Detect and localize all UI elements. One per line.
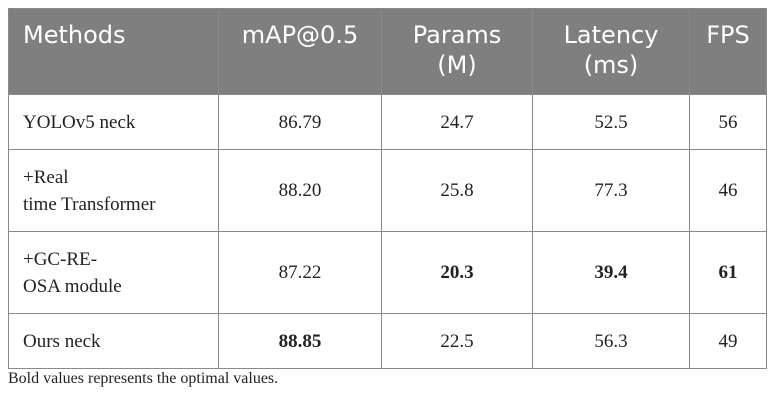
map-cell: 87.22 <box>218 231 382 314</box>
method-cell: Ours neck <box>8 313 219 369</box>
results-table: Methods mAP@0.5 Params (M) Latency (ms) … <box>8 8 767 369</box>
fps-cell: 46 <box>689 149 767 232</box>
params-cell: 22.5 <box>381 313 533 369</box>
header-params: Params (M) <box>381 8 533 95</box>
header-latency: Latency (ms) <box>532 8 690 95</box>
fps-cell-optimal: 61 <box>689 231 767 314</box>
table-row: +GC-RE- OSA module 87.22 20.3 39.4 61 <box>8 231 767 314</box>
fps-cell: 56 <box>689 94 767 150</box>
header-map: mAP@0.5 <box>218 8 382 95</box>
method-cell: YOLOv5 neck <box>8 94 219 150</box>
map-cell: 86.79 <box>218 94 382 150</box>
fps-cell: 49 <box>689 313 767 369</box>
map-cell-optimal: 88.85 <box>218 313 382 369</box>
table-row: YOLOv5 neck 86.79 24.7 52.5 56 <box>8 94 767 150</box>
latency-cell-optimal: 39.4 <box>532 231 690 314</box>
params-cell-optimal: 20.3 <box>381 231 533 314</box>
table-footnote: Bold values represents the optimal value… <box>8 370 279 387</box>
table-row: +Real time Transformer 88.20 25.8 77.3 4… <box>8 149 767 232</box>
latency-cell: 52.5 <box>532 94 690 150</box>
table-row: Ours neck 88.85 22.5 56.3 49 <box>8 313 767 369</box>
header-fps: FPS <box>689 8 767 95</box>
header-methods: Methods <box>8 8 219 95</box>
map-cell: 88.20 <box>218 149 382 232</box>
params-cell: 25.8 <box>381 149 533 232</box>
latency-cell: 56.3 <box>532 313 690 369</box>
method-cell: +Real time Transformer <box>8 149 219 232</box>
latency-cell: 77.3 <box>532 149 690 232</box>
header-row: Methods mAP@0.5 Params (M) Latency (ms) … <box>8 8 767 95</box>
params-cell: 24.7 <box>381 94 533 150</box>
method-cell: +GC-RE- OSA module <box>8 231 219 314</box>
